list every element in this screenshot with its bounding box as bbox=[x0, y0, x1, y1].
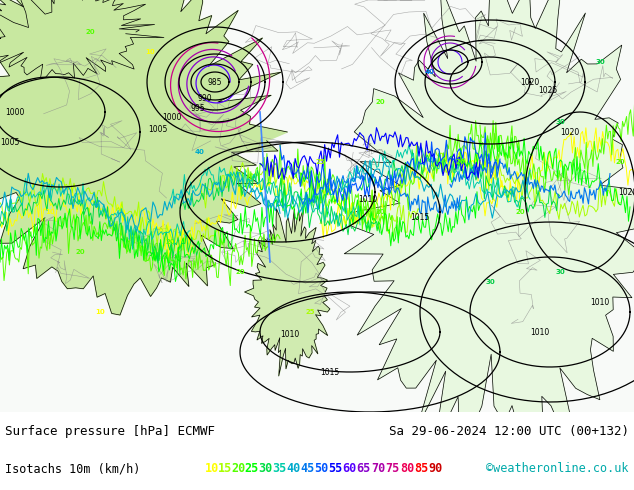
Text: 80: 80 bbox=[400, 462, 414, 475]
Text: 15: 15 bbox=[218, 462, 232, 475]
Text: 1020: 1020 bbox=[560, 127, 579, 137]
Text: 45: 45 bbox=[300, 462, 314, 475]
Polygon shape bbox=[0, 0, 164, 78]
Text: 75: 75 bbox=[385, 462, 399, 475]
Text: 20: 20 bbox=[235, 269, 245, 275]
Text: ©weatheronline.co.uk: ©weatheronline.co.uk bbox=[486, 462, 629, 475]
Text: 10: 10 bbox=[95, 309, 105, 315]
Text: 55: 55 bbox=[328, 462, 342, 475]
Text: 40: 40 bbox=[195, 149, 205, 155]
Text: 1015: 1015 bbox=[320, 368, 340, 376]
Text: Isotachs 10m (km/h): Isotachs 10m (km/h) bbox=[5, 462, 141, 475]
Text: 1010: 1010 bbox=[531, 327, 550, 337]
Text: 30: 30 bbox=[555, 269, 565, 275]
Text: 30: 30 bbox=[485, 279, 495, 285]
Text: Surface pressure [hPa] ECMWF: Surface pressure [hPa] ECMWF bbox=[5, 425, 215, 438]
Text: 90: 90 bbox=[428, 462, 443, 475]
Text: 1025: 1025 bbox=[538, 85, 558, 95]
Text: 25: 25 bbox=[315, 159, 325, 165]
Text: 20: 20 bbox=[165, 239, 175, 245]
Text: 50: 50 bbox=[314, 462, 328, 475]
Text: 1015: 1015 bbox=[410, 213, 430, 221]
Text: 40: 40 bbox=[286, 462, 301, 475]
Text: 25: 25 bbox=[305, 309, 314, 315]
Text: 1010: 1010 bbox=[358, 195, 378, 203]
Text: 1000: 1000 bbox=[5, 107, 25, 117]
Polygon shape bbox=[245, 208, 330, 376]
Text: 1005: 1005 bbox=[0, 138, 20, 147]
Text: 20: 20 bbox=[455, 159, 465, 165]
Text: 10: 10 bbox=[45, 209, 55, 215]
Text: 70: 70 bbox=[371, 462, 385, 475]
Text: 20: 20 bbox=[375, 209, 385, 215]
Text: 20: 20 bbox=[75, 249, 85, 255]
Text: 35: 35 bbox=[272, 462, 286, 475]
Text: 30: 30 bbox=[555, 119, 565, 125]
Polygon shape bbox=[344, 0, 634, 459]
Text: 20: 20 bbox=[231, 462, 245, 475]
Text: 30: 30 bbox=[595, 59, 605, 65]
Text: 20: 20 bbox=[85, 29, 95, 35]
Polygon shape bbox=[0, 0, 287, 315]
Text: 30: 30 bbox=[258, 462, 272, 475]
Text: 985: 985 bbox=[208, 77, 223, 87]
Text: 1010: 1010 bbox=[280, 329, 300, 339]
Text: 1020: 1020 bbox=[521, 77, 540, 87]
Text: 1005: 1005 bbox=[148, 124, 167, 133]
Text: 40: 40 bbox=[425, 69, 435, 75]
Text: 20: 20 bbox=[375, 99, 385, 105]
Text: 85: 85 bbox=[414, 462, 428, 475]
Text: 1020: 1020 bbox=[618, 188, 634, 196]
Text: 1000: 1000 bbox=[162, 113, 182, 122]
Text: 10: 10 bbox=[145, 49, 155, 55]
Text: 990: 990 bbox=[198, 94, 212, 102]
Text: 10: 10 bbox=[205, 462, 219, 475]
Text: 60: 60 bbox=[342, 462, 356, 475]
Text: 20: 20 bbox=[615, 159, 625, 165]
Text: 995: 995 bbox=[191, 103, 205, 113]
Text: Sa 29-06-2024 12:00 UTC (00+132): Sa 29-06-2024 12:00 UTC (00+132) bbox=[389, 425, 629, 438]
Text: 1010: 1010 bbox=[590, 297, 610, 307]
Text: 25: 25 bbox=[244, 462, 258, 475]
Text: 20: 20 bbox=[515, 209, 525, 215]
Text: 65: 65 bbox=[356, 462, 370, 475]
